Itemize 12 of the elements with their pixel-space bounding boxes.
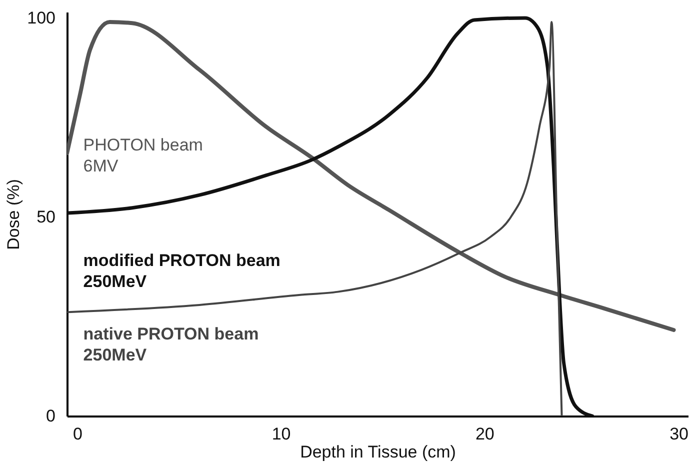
- y-tick-label: 50: [36, 207, 56, 226]
- x-tick-label: 0: [72, 424, 82, 444]
- x-tick-label: 20: [475, 424, 494, 444]
- text: modified PROTON beam 250MeV: [83, 250, 280, 291]
- y-tick-label: 0: [46, 406, 56, 426]
- y-axis-title: Dose (%): [4, 179, 24, 250]
- x-axis-title: Depth in Tissue (cm): [300, 442, 456, 462]
- x-tick-label: 30: [670, 424, 688, 444]
- series-label: PHOTON beam 6MV: [83, 135, 203, 176]
- x-tick-label: 10: [272, 424, 291, 444]
- series-label: native PROTON beam 250MeV: [83, 324, 259, 364]
- y-tick-label: 100: [27, 8, 56, 28]
